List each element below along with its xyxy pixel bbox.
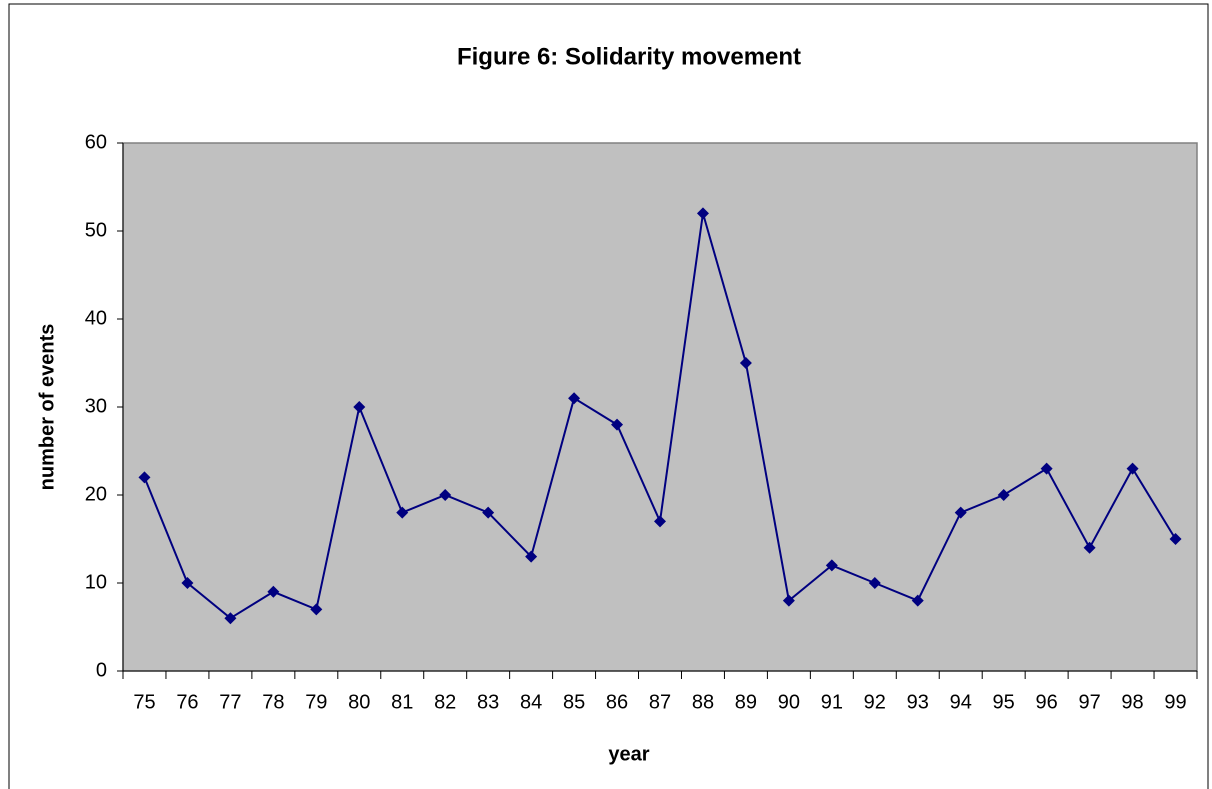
x-tick-label: 95 [993,691,1015,713]
marker [825,559,838,572]
marker [782,594,795,607]
x-tick-label: 87 [649,691,671,713]
y-tick-label: 20 [85,483,107,505]
marker [1169,533,1182,545]
marker [353,401,366,413]
chart-title: Figure 6: Solidarity movement [457,43,801,70]
marker [267,585,280,598]
x-tick-label: 98 [1121,691,1143,713]
y-axis-label: number of events [36,324,58,491]
marker [868,577,881,589]
y-tick-label: 0 [96,659,107,681]
marker [739,357,752,369]
x-tick-label: 86 [606,691,628,713]
x-tick-label: 84 [520,691,542,713]
x-tick-label: 76 [176,691,198,713]
marker [696,207,709,220]
x-tick-label: 83 [477,691,499,713]
marker [654,515,666,528]
y-tick-label: 50 [85,219,107,241]
marker [310,603,323,616]
x-tick-label: 75 [133,691,155,713]
x-tick-label: 82 [434,691,456,713]
x-tick-label: 81 [391,691,413,713]
x-tick-label: 92 [864,691,886,713]
marker [224,612,237,625]
marker [525,550,538,563]
marker [1083,541,1096,554]
marker [997,489,1010,501]
x-tick-label: 93 [907,691,929,713]
x-tick-label: 78 [262,691,284,713]
x-tick-label: 79 [305,691,327,713]
x-tick-label: 96 [1036,691,1058,713]
marker [396,506,409,519]
y-tick-label: 40 [85,307,107,329]
x-tick-label: 88 [692,691,714,713]
marker [1040,462,1053,475]
x-axis-label: year [608,743,649,765]
marker [911,594,924,607]
y-tick-label: 30 [85,395,107,417]
x-tick-label: 99 [1164,691,1186,713]
x-tick-label: 94 [950,691,972,713]
x-tick-label: 85 [563,691,585,713]
x-tick-label: 97 [1078,691,1100,713]
marker [954,506,967,519]
x-tick-label: 90 [778,691,800,713]
x-tick-label: 89 [735,691,757,713]
y-tick-label: 10 [85,571,107,593]
x-tick-label: 77 [219,691,241,713]
marker [611,418,624,431]
plot-area [122,142,1198,672]
marker [439,489,452,501]
y-tick-label: 60 [85,131,107,153]
marker [138,471,151,484]
marker [568,392,581,405]
x-tick-label: 80 [348,691,370,713]
marker [181,577,194,589]
marker [1126,462,1139,475]
x-tick-label: 91 [821,691,843,713]
marker [482,506,495,519]
